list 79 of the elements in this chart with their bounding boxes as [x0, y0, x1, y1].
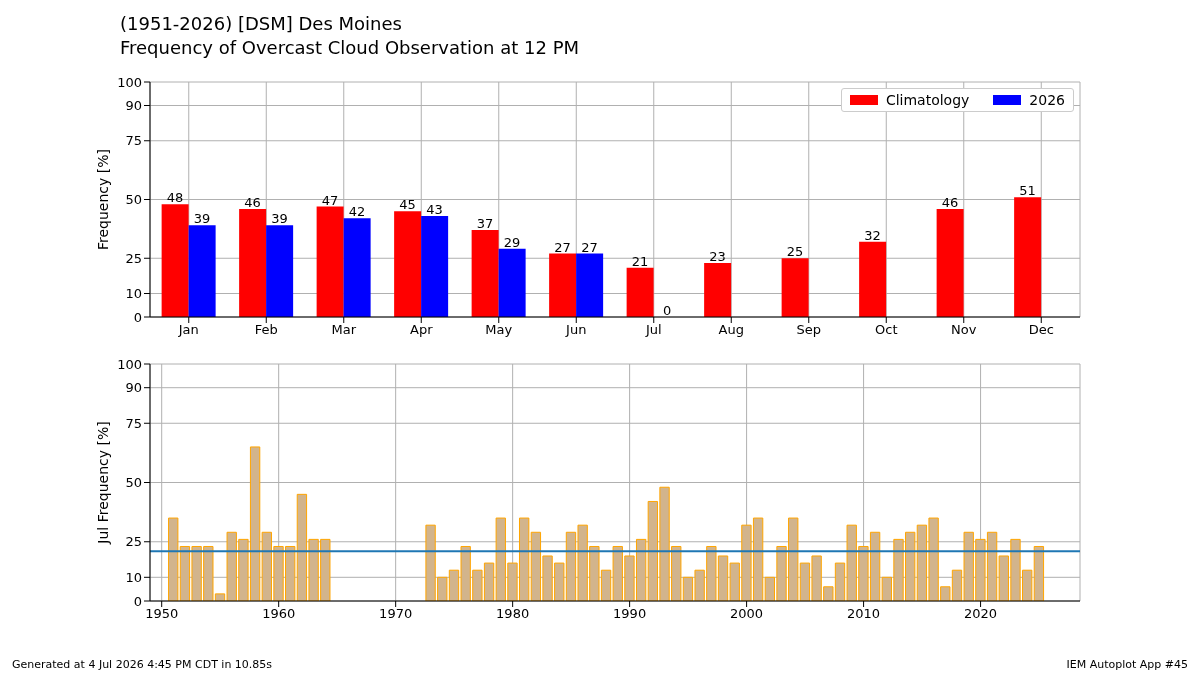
data-label: 29: [503, 234, 521, 250]
bar: [704, 262, 732, 317]
data-label: 27: [554, 239, 571, 255]
data-label: 47: [321, 192, 339, 208]
y-tick-label: 25: [125, 250, 142, 266]
data-label: 46: [244, 194, 261, 210]
x-tick-label: 2010: [847, 606, 881, 622]
bar: [471, 230, 499, 317]
bar: [576, 253, 604, 317]
legend-label: 2026: [1029, 92, 1065, 108]
y-tick-label: 10: [125, 286, 142, 302]
chart-title: (1951-2026) [DSM] Des Moines: [120, 12, 403, 36]
x-tick-label: Apr: [410, 322, 434, 338]
data-label: 27: [581, 239, 598, 255]
x-tick-label: 2020: [964, 606, 998, 622]
y-tick-label: 75: [125, 133, 142, 149]
data-label: 46: [941, 194, 959, 210]
y-tick-label: 10: [125, 569, 142, 585]
bar: [498, 248, 526, 317]
data-label: 45: [399, 197, 416, 213]
x-tick-label: Aug: [718, 322, 744, 338]
x-tick-label: 1970: [379, 606, 413, 622]
text: IEM Autoplot App #45: [1066, 658, 1188, 671]
bar: [859, 241, 887, 317]
bar: [343, 218, 371, 317]
x-tick-label: 2000: [730, 606, 764, 622]
data-label: 43: [426, 201, 443, 217]
bar: [188, 225, 216, 317]
x-tick-label: Mar: [331, 322, 357, 338]
chart-subtitle: Frequency of Overcast Cloud Observation at 12 PM: [120, 36, 580, 60]
y-tick-label: 90: [125, 380, 142, 396]
y-tick-label: 100: [117, 356, 142, 372]
data-label: 51: [1019, 183, 1036, 199]
bar: [266, 225, 294, 317]
y-tick-label: 75: [125, 415, 142, 431]
y-tick-label: 0: [133, 593, 142, 609]
bar: [421, 215, 449, 317]
y-tick-label: 50: [125, 475, 142, 491]
data-label: 25: [786, 244, 804, 260]
data-label: 39: [271, 211, 288, 227]
data-label: 23: [709, 248, 726, 264]
x-tick-label: 1960: [262, 606, 296, 622]
data-label: 39: [193, 211, 211, 227]
legend-label: Climatology: [885, 92, 970, 108]
data-label: 0: [662, 302, 672, 318]
bar: [781, 258, 809, 317]
x-tick-label: Jun: [565, 322, 587, 338]
x-tick-label: 1950: [145, 606, 179, 622]
y-axis-title: Jul Frequency [%]: [94, 421, 111, 545]
x-tick-label: Jan: [177, 322, 199, 338]
bar: [394, 211, 422, 317]
data-label: 21: [631, 253, 649, 269]
y-tick-label: 100: [117, 74, 142, 90]
x-tick-label: 1990: [613, 606, 647, 622]
data-label: 48: [166, 190, 184, 206]
bar: [316, 206, 344, 317]
x-tick-label: Jul: [644, 322, 662, 338]
data-label: 42: [348, 204, 366, 220]
data-label: 37: [476, 216, 494, 232]
data-label: 32: [864, 227, 881, 243]
x-tick-label: May: [485, 322, 513, 338]
x-tick-label: Feb: [254, 322, 278, 338]
y-tick-label: 90: [125, 98, 142, 114]
bar: [1014, 197, 1042, 317]
y-tick-label: 50: [125, 192, 142, 208]
text: Generated at 4 Jul 2026 4:45 PM CDT in 10.85s: [12, 658, 273, 671]
bar: [626, 267, 654, 317]
x-tick-label: Nov: [951, 322, 977, 338]
bar: [161, 204, 189, 317]
y-axis-title: Frequency [%]: [94, 148, 111, 251]
bar: [549, 253, 577, 317]
y-tick-label: 25: [125, 534, 142, 550]
x-tick-label: Dec: [1028, 322, 1054, 338]
bar: [239, 208, 267, 317]
y-tick-label: 0: [133, 309, 142, 325]
x-tick-label: Sep: [796, 322, 822, 338]
bar: [936, 208, 964, 317]
x-tick-label: 1980: [496, 606, 530, 622]
x-tick-label: Oct: [875, 322, 898, 338]
